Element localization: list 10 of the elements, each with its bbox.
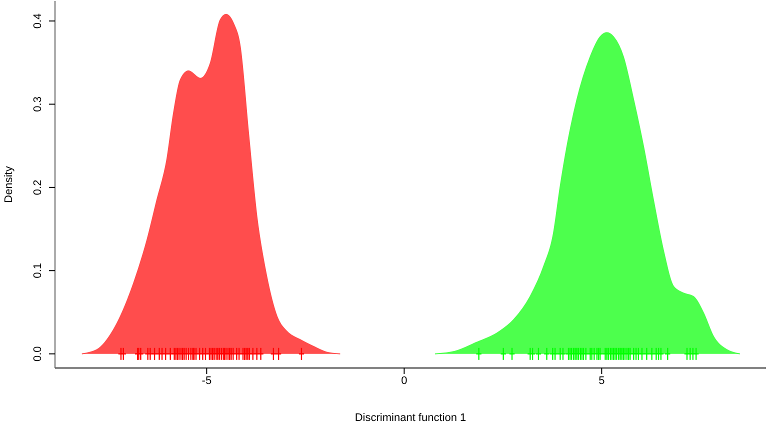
x-tick-label: -5: [202, 374, 212, 387]
y-tick-label: 0.0: [32, 346, 44, 362]
x-axis-title: Discriminant function 1: [354, 412, 466, 423]
y-tick-label: 0.2: [32, 180, 44, 196]
y-tick-label: 0.4: [32, 13, 44, 29]
x-tick-label: 5: [598, 374, 605, 387]
y-axis-title: Density: [2, 166, 15, 203]
y-tick-label: 0.3: [32, 96, 44, 112]
x-tick-label: 0: [401, 374, 408, 387]
y-tick-label: 0.1: [32, 262, 44, 278]
